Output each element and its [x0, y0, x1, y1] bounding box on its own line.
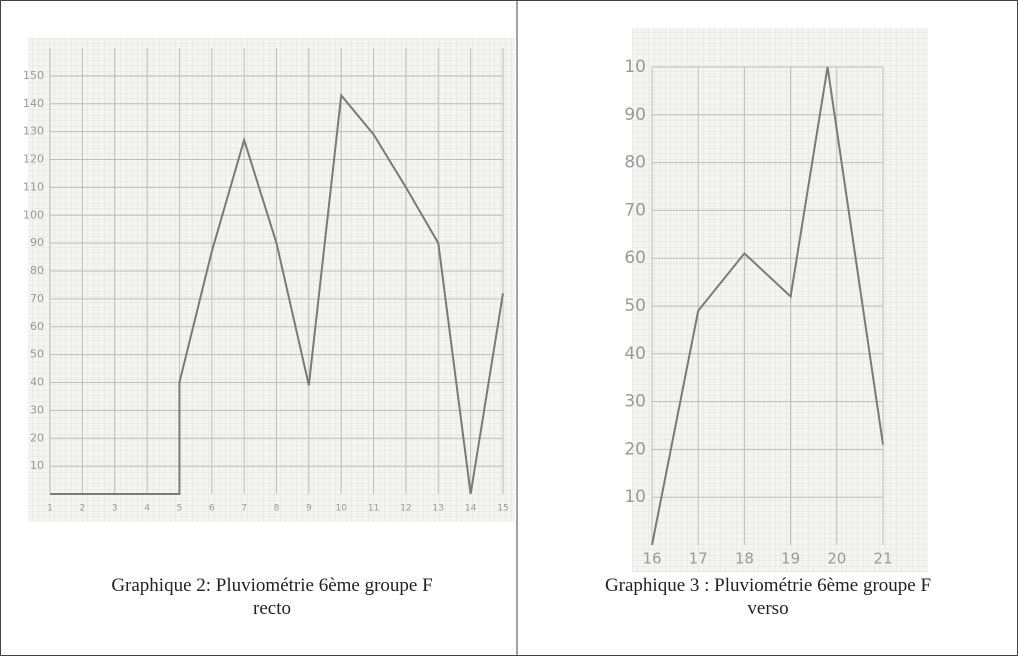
y-tick-label: 10	[624, 57, 646, 77]
y-tick-label: 80	[624, 153, 646, 173]
rain-line	[651, 66, 884, 546]
y-tick-label: 70	[30, 292, 44, 305]
x-tick-label: 12	[400, 504, 411, 514]
y-tick-label: 140	[23, 97, 44, 110]
y-tick-label: 40	[624, 344, 646, 364]
x-tick-label: 3	[112, 504, 118, 514]
x-tick-label: 2	[79, 504, 85, 514]
x-tick-label: 13	[433, 504, 444, 514]
x-tick-label: 21	[873, 550, 892, 568]
caption: Graphique 3 : Pluviométrie 6ème groupe F…	[604, 575, 932, 619]
y-tick-label: 100	[23, 208, 44, 221]
x-tick-label: 15	[497, 504, 508, 514]
graph-paper-grid	[28, 38, 515, 522]
graph-paper-grid	[632, 28, 928, 572]
y-tick-label: 30	[624, 392, 646, 412]
x-tick-label: 5	[177, 504, 183, 514]
y-tick-label: 80	[30, 264, 44, 277]
y-tick-label: 40	[30, 376, 44, 389]
x-tick-label: 8	[274, 504, 280, 514]
y-tick-label: 90	[30, 236, 44, 249]
y-tick-label: 30	[30, 403, 44, 416]
y-tick-label: 60	[624, 248, 646, 268]
y-tick-label: 10	[30, 459, 44, 472]
x-tick-label: 6	[209, 504, 215, 514]
y-tick-label: 70	[624, 200, 646, 220]
y-tick-label: 50	[624, 296, 646, 316]
x-tick-label: 20	[827, 550, 846, 568]
x-tick-label: 1	[47, 504, 53, 514]
x-tick-label: 14	[465, 504, 477, 514]
y-tick-label: 110	[23, 180, 44, 193]
y-tick-label: 10	[624, 487, 646, 507]
rain-line	[50, 92, 504, 495]
x-tick-label: 17	[689, 550, 708, 568]
y-tick-label: 20	[30, 431, 44, 444]
x-tick-label: 10	[335, 504, 347, 514]
caption: Graphique 2: Pluviométrie 6ème groupe F …	[111, 575, 433, 619]
y-tick-label: 50	[30, 348, 44, 361]
y-tick-label: 130	[23, 125, 44, 138]
x-tick-label: 9	[306, 504, 312, 514]
y-tick-label: 90	[624, 105, 646, 125]
x-tick-label: 7	[241, 504, 247, 514]
y-tick-label: 120	[23, 153, 44, 166]
x-tick-label: 18	[735, 550, 754, 568]
x-tick-label: 19	[781, 550, 800, 568]
y-tick-label: 150	[23, 69, 44, 82]
y-tick-label: 20	[624, 439, 646, 459]
x-tick-label: 4	[144, 504, 150, 514]
x-tick-label: 16	[642, 550, 661, 568]
y-tick-label: 60	[30, 320, 44, 333]
x-tick-label: 11	[368, 504, 379, 514]
